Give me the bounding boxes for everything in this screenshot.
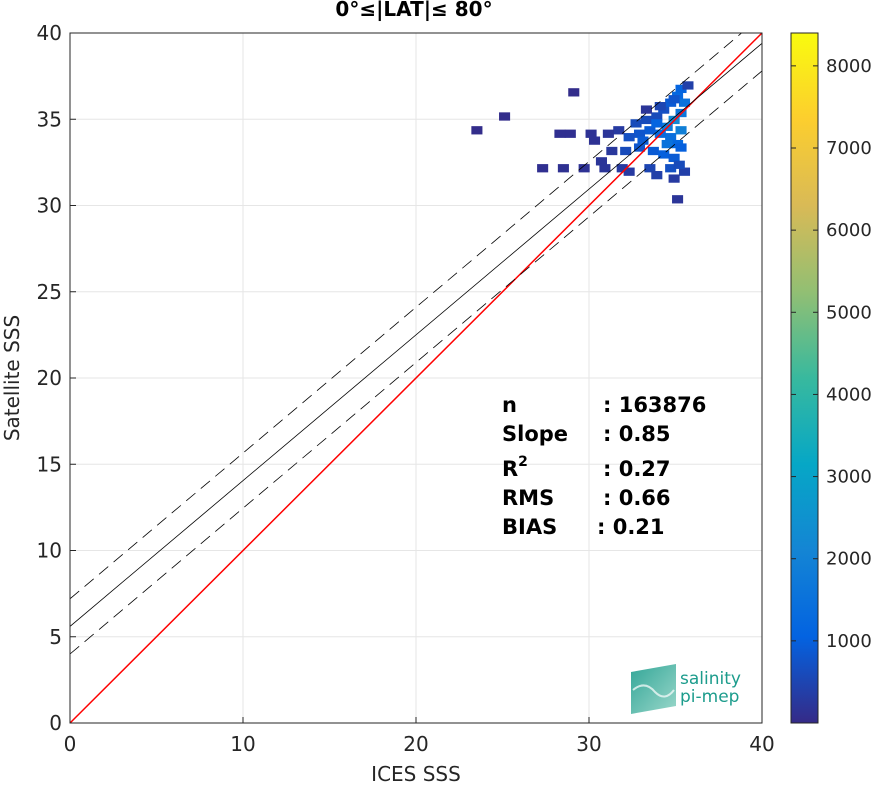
stat-bias-value: : 0.21 xyxy=(597,515,665,539)
y-tick-label: 20 xyxy=(37,366,62,390)
colorbar-tick-label: 4000 xyxy=(826,384,872,405)
density-cell xyxy=(616,164,628,173)
stats-annotation: n : 163876 Slope : 0.85 R2 : 0.27 RMS : … xyxy=(502,393,706,539)
density-cell xyxy=(651,119,663,128)
density-cell xyxy=(623,167,635,176)
x-tick-label: 40 xyxy=(749,732,774,756)
stat-rms-value: : 0.66 xyxy=(603,486,671,510)
stat-rms-label: RMS xyxy=(502,486,554,510)
colorbar xyxy=(790,32,819,724)
density-cell xyxy=(620,146,632,156)
density-cell xyxy=(678,167,691,176)
density-cell xyxy=(658,150,670,159)
y-tick-label: 25 xyxy=(37,280,62,304)
density-cell xyxy=(599,164,611,173)
density-cell xyxy=(675,143,687,152)
chart-title: 0°≤|LAT|≤ 80° xyxy=(335,0,492,21)
density-cell xyxy=(640,115,652,125)
density-cell xyxy=(554,129,566,138)
logo-text-line2: pi-mep xyxy=(680,687,739,707)
density-cell xyxy=(661,139,673,149)
y-tick-label: 10 xyxy=(37,539,62,563)
density-cell xyxy=(633,143,646,152)
y-tick-label: 0 xyxy=(49,711,62,735)
y-tick-label: 30 xyxy=(37,194,62,218)
stat-n-label: n xyxy=(502,393,517,417)
density-cell xyxy=(633,129,646,138)
density-cell xyxy=(675,84,687,94)
stat-r2-value: : 0.27 xyxy=(603,457,671,481)
density-cell xyxy=(644,164,656,173)
density-cell xyxy=(651,171,663,180)
density-cell xyxy=(595,157,607,166)
salinity-pimep-logo: salinity pi-mep xyxy=(631,664,741,714)
colorbar-ticks: 1000 2000 3000 4000 5000 6000 7000 8000 xyxy=(791,56,872,652)
density-cell xyxy=(673,160,685,169)
y-axis-label: Satellite SSS xyxy=(0,315,24,441)
x-axis-label: ICES SSS xyxy=(371,762,461,786)
x-tick-label: 10 xyxy=(230,732,255,756)
density-cell xyxy=(630,119,642,128)
x-tick-label: 20 xyxy=(403,732,428,756)
x-tick-label: 30 xyxy=(576,732,601,756)
colorbar-tick-label: 7000 xyxy=(826,138,872,159)
y-tick-label: 35 xyxy=(37,107,62,131)
stat-slope-value: : 0.85 xyxy=(603,422,671,446)
density-cells xyxy=(471,81,694,204)
density-cell xyxy=(654,102,666,111)
density-cell xyxy=(613,126,625,135)
colorbar-tick-label: 1000 xyxy=(826,631,872,652)
colorbar-tick-label: 3000 xyxy=(826,467,872,488)
stat-n-value: : 163876 xyxy=(603,393,706,417)
density-cell xyxy=(637,136,649,145)
y-axis-ticks: 0 5 10 15 20 25 30 35 40 xyxy=(37,21,76,735)
stat-bias-label: BIAS xyxy=(502,515,557,539)
colorbar-tick-label: 5000 xyxy=(826,302,872,323)
density-cell xyxy=(499,112,511,121)
x-tick-label: 0 xyxy=(64,732,77,756)
stat-r2-sup: 2 xyxy=(518,454,528,470)
density-cell xyxy=(644,126,656,135)
density-cell xyxy=(606,146,618,156)
y-tick-label: 15 xyxy=(37,452,62,476)
y-tick-label: 5 xyxy=(49,625,62,649)
density-cell xyxy=(678,98,691,107)
density-cell xyxy=(665,133,677,142)
density-cell xyxy=(647,146,659,156)
colorbar-tick-label: 8000 xyxy=(826,56,872,77)
x-axis-ticks: 0 10 20 30 40 xyxy=(64,717,775,756)
colorbar-tick-label: 6000 xyxy=(826,220,872,241)
density-cell xyxy=(640,105,652,114)
density-cell xyxy=(651,112,663,121)
density-cell xyxy=(623,133,635,142)
density-cell xyxy=(668,174,680,183)
y-tick-label: 40 xyxy=(37,21,62,45)
logo-text-line1: salinity xyxy=(680,669,741,689)
density-cell xyxy=(672,195,684,204)
logo-wave-line-icon xyxy=(632,684,675,698)
density-cell xyxy=(564,129,576,138)
stat-r2-label: R2 xyxy=(502,454,528,481)
density-cell xyxy=(557,164,569,173)
colorbar-tick-label: 2000 xyxy=(826,549,872,570)
reference-lines xyxy=(70,33,762,723)
density-cell xyxy=(665,164,677,173)
density-cell xyxy=(602,129,614,138)
density-cell xyxy=(568,88,580,97)
density-cell xyxy=(589,136,601,145)
density-cell xyxy=(537,164,549,173)
stat-slope-label: Slope xyxy=(502,422,568,446)
density-cell xyxy=(585,129,597,138)
density-cell xyxy=(471,126,483,135)
density-cell xyxy=(682,81,694,90)
identity-line xyxy=(70,33,762,723)
density-cell xyxy=(668,153,680,163)
regression-line xyxy=(70,43,762,627)
stat-r2-base: R xyxy=(502,457,518,481)
density-cell xyxy=(668,95,680,104)
density-cell xyxy=(675,126,687,135)
density-cell xyxy=(578,164,590,173)
